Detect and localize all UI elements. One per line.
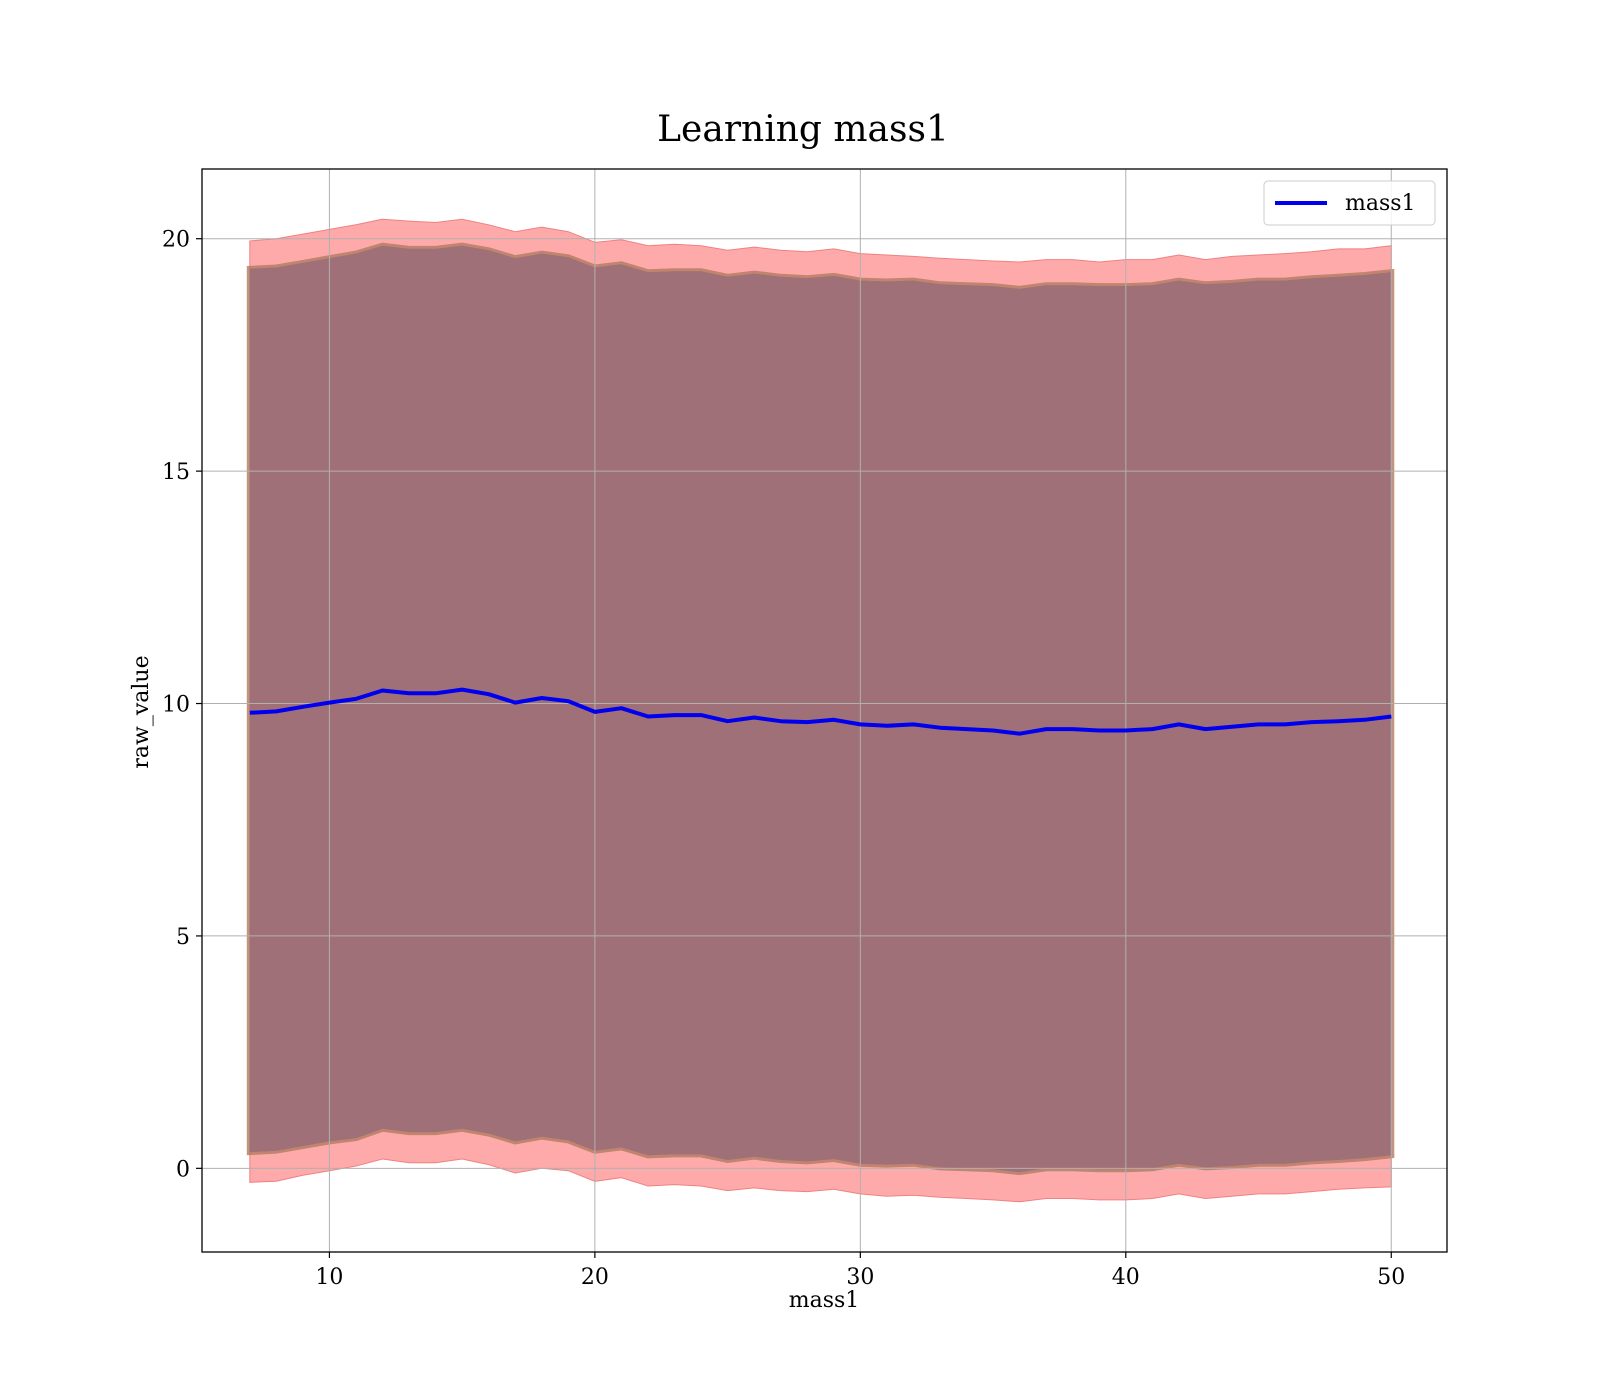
- y-tick-label: 0: [176, 1157, 190, 1182]
- plot-area: [201, 168, 1448, 1253]
- y-tick-label: 15: [162, 460, 190, 485]
- legend-label: mass1: [1345, 191, 1416, 216]
- x-axis-label: mass1: [789, 1288, 860, 1313]
- x-tick-label: 40: [1112, 1265, 1140, 1290]
- x-tick-label: 50: [1377, 1265, 1405, 1290]
- legend-box: [1263, 180, 1436, 226]
- legend: mass1: [1263, 180, 1436, 226]
- x-axis: 10 20 30 40 50: [315, 1252, 1405, 1290]
- confidence-bands: [246, 218, 1395, 1203]
- y-axis: 0 5 10 15 20: [162, 228, 202, 1182]
- y-tick-label: 10: [162, 693, 190, 718]
- y-tick-label: 20: [162, 228, 190, 253]
- series-line-mass1: [249, 687, 1392, 736]
- y-tick-label: 5: [176, 925, 190, 950]
- chart-title: Learning mass1: [657, 109, 949, 150]
- grid-lines: [202, 169, 1447, 1252]
- y-axis-label: raw_value: [129, 655, 154, 768]
- series-lines: [249, 687, 1392, 736]
- plot-frame: [201, 168, 1448, 1253]
- x-tick-label: 10: [315, 1265, 343, 1290]
- x-tick-label: 30: [846, 1265, 874, 1290]
- inner-band-fill: [249, 245, 1392, 1173]
- x-tick-label: 20: [581, 1265, 609, 1290]
